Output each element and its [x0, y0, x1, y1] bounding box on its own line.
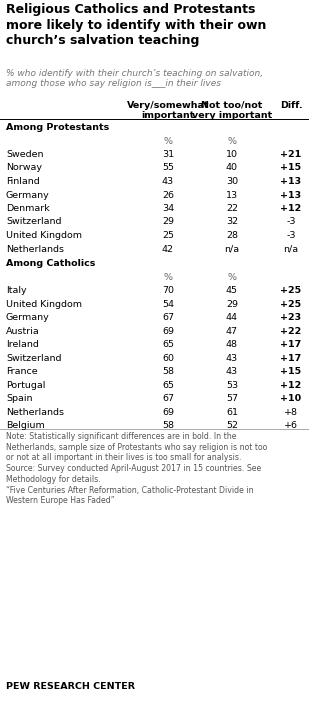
Text: 42: 42: [162, 245, 174, 254]
Text: 25: 25: [162, 231, 174, 240]
Text: 44: 44: [226, 313, 238, 322]
Text: n/a: n/a: [224, 245, 239, 254]
Text: 70: 70: [162, 286, 174, 295]
Text: +6: +6: [284, 421, 298, 430]
Text: Sweden: Sweden: [6, 150, 44, 159]
Text: 29: 29: [226, 300, 238, 309]
Text: Among Catholics: Among Catholics: [6, 259, 95, 268]
Text: 45: 45: [226, 286, 238, 295]
Text: PEW RESEARCH CENTER: PEW RESEARCH CENTER: [6, 682, 135, 691]
Text: 67: 67: [162, 313, 174, 322]
Text: n/a: n/a: [283, 245, 298, 254]
Text: 67: 67: [162, 395, 174, 403]
Text: 30: 30: [226, 177, 238, 186]
Text: United Kingdom: United Kingdom: [6, 231, 82, 240]
Text: Diff.: Diff.: [280, 101, 302, 110]
Text: 40: 40: [226, 163, 238, 172]
Text: +8: +8: [284, 408, 298, 417]
Text: 58: 58: [162, 421, 174, 430]
Text: 69: 69: [162, 408, 174, 417]
Text: 26: 26: [162, 191, 174, 200]
Text: 53: 53: [226, 381, 238, 390]
Text: +23: +23: [281, 313, 302, 322]
Text: +21: +21: [280, 150, 302, 159]
Text: Belgium: Belgium: [6, 421, 45, 430]
Text: 65: 65: [162, 381, 174, 390]
Text: Germany: Germany: [6, 191, 50, 200]
Text: 32: 32: [226, 217, 238, 226]
Text: Austria: Austria: [6, 327, 40, 336]
Text: Norway: Norway: [6, 163, 42, 172]
Text: +15: +15: [281, 367, 302, 376]
Text: Among Protestants: Among Protestants: [6, 123, 109, 132]
Text: %: %: [163, 273, 172, 282]
Text: 47: 47: [226, 327, 238, 336]
Text: Denmark: Denmark: [6, 204, 50, 213]
Text: +17: +17: [280, 354, 302, 363]
Text: +10: +10: [281, 395, 302, 403]
Text: +12: +12: [280, 381, 302, 390]
Text: Switzerland: Switzerland: [6, 354, 61, 363]
Text: 55: 55: [162, 163, 174, 172]
Text: 43: 43: [226, 354, 238, 363]
Text: %: %: [163, 137, 172, 146]
Text: Netherlands: Netherlands: [6, 408, 64, 417]
Text: 60: 60: [162, 354, 174, 363]
Text: Switzerland: Switzerland: [6, 217, 61, 226]
Text: 65: 65: [162, 341, 174, 349]
Text: Note: Statistically significant differences are in bold. In the
Netherlands, sam: Note: Statistically significant differen…: [6, 432, 267, 505]
Text: 22: 22: [226, 204, 238, 213]
Text: %: %: [227, 137, 236, 146]
Text: 10: 10: [226, 150, 238, 159]
Text: 34: 34: [162, 204, 174, 213]
Text: +13: +13: [281, 177, 302, 186]
Text: Religious Catholics and Protestants
more likely to identify with their own
churc: Religious Catholics and Protestants more…: [6, 3, 266, 47]
Text: %: %: [227, 273, 236, 282]
Text: Not too/not
very important: Not too/not very important: [192, 101, 272, 120]
Text: +15: +15: [281, 163, 302, 172]
Text: United Kingdom: United Kingdom: [6, 300, 82, 309]
Text: 43: 43: [162, 177, 174, 186]
Text: +22: +22: [280, 327, 302, 336]
Text: 54: 54: [162, 300, 174, 309]
Text: -3: -3: [286, 231, 296, 240]
Text: Finland: Finland: [6, 177, 40, 186]
Text: +25: +25: [281, 300, 302, 309]
Text: +25: +25: [281, 286, 302, 295]
Text: -3: -3: [286, 217, 296, 226]
Text: France: France: [6, 367, 38, 376]
Text: 48: 48: [226, 341, 238, 349]
Text: 31: 31: [162, 150, 174, 159]
Text: +12: +12: [280, 204, 302, 213]
Text: 13: 13: [226, 191, 238, 200]
Text: Ireland: Ireland: [6, 341, 39, 349]
Text: 52: 52: [226, 421, 238, 430]
Text: Germany: Germany: [6, 313, 50, 322]
Text: Netherlands: Netherlands: [6, 245, 64, 254]
Text: Spain: Spain: [6, 395, 32, 403]
Text: 58: 58: [162, 367, 174, 376]
Text: 28: 28: [226, 231, 238, 240]
Text: +17: +17: [280, 341, 302, 349]
Text: 69: 69: [162, 327, 174, 336]
Text: 61: 61: [226, 408, 238, 417]
Text: 57: 57: [226, 395, 238, 403]
Text: Very/somewhat
important: Very/somewhat important: [127, 101, 209, 120]
Text: % who identify with their church’s teaching on salvation,
among those who say re: % who identify with their church’s teach…: [6, 69, 263, 88]
Text: 43: 43: [226, 367, 238, 376]
Text: Italy: Italy: [6, 286, 27, 295]
Text: Portugal: Portugal: [6, 381, 45, 390]
Text: 29: 29: [162, 217, 174, 226]
Text: +13: +13: [281, 191, 302, 200]
